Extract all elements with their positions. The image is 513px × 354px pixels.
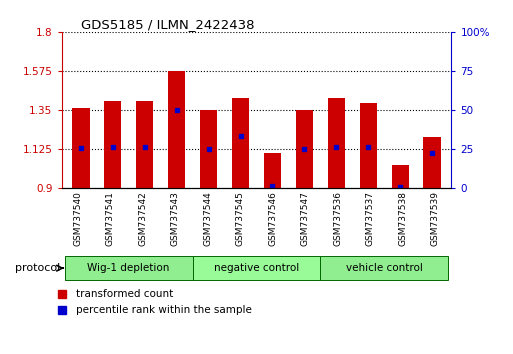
Text: GSM737542: GSM737542: [139, 191, 147, 246]
Bar: [72, 108, 90, 188]
Text: Wig-1 depletion: Wig-1 depletion: [88, 263, 170, 273]
Text: GSM737538: GSM737538: [398, 191, 407, 246]
Bar: [192, 256, 321, 280]
Bar: [295, 110, 313, 188]
Text: protocol: protocol: [15, 263, 60, 273]
Bar: [391, 165, 409, 188]
Bar: [360, 103, 377, 188]
Text: GSM737537: GSM737537: [366, 191, 374, 246]
Text: GSM737540: GSM737540: [73, 191, 82, 246]
Bar: [200, 110, 218, 188]
Bar: [423, 137, 441, 188]
Bar: [65, 256, 192, 280]
Bar: [264, 153, 281, 188]
Bar: [232, 98, 249, 188]
Text: GDS5185 / ILMN_2422438: GDS5185 / ILMN_2422438: [81, 18, 254, 31]
Text: GSM737541: GSM737541: [106, 191, 115, 246]
Text: GSM737544: GSM737544: [203, 191, 212, 246]
Bar: [328, 98, 345, 188]
Text: GSM737546: GSM737546: [268, 191, 277, 246]
Bar: [168, 71, 185, 188]
Bar: [104, 101, 122, 188]
Text: transformed count: transformed count: [76, 289, 173, 299]
Text: percentile rank within the sample: percentile rank within the sample: [76, 305, 252, 315]
Text: GSM737547: GSM737547: [301, 191, 310, 246]
Bar: [321, 256, 448, 280]
Text: GSM737545: GSM737545: [236, 191, 245, 246]
Text: negative control: negative control: [214, 263, 299, 273]
Text: GSM737536: GSM737536: [333, 191, 342, 246]
Text: GSM737543: GSM737543: [171, 191, 180, 246]
Text: vehicle control: vehicle control: [346, 263, 423, 273]
Text: GSM737539: GSM737539: [431, 191, 440, 246]
Bar: [136, 101, 153, 188]
